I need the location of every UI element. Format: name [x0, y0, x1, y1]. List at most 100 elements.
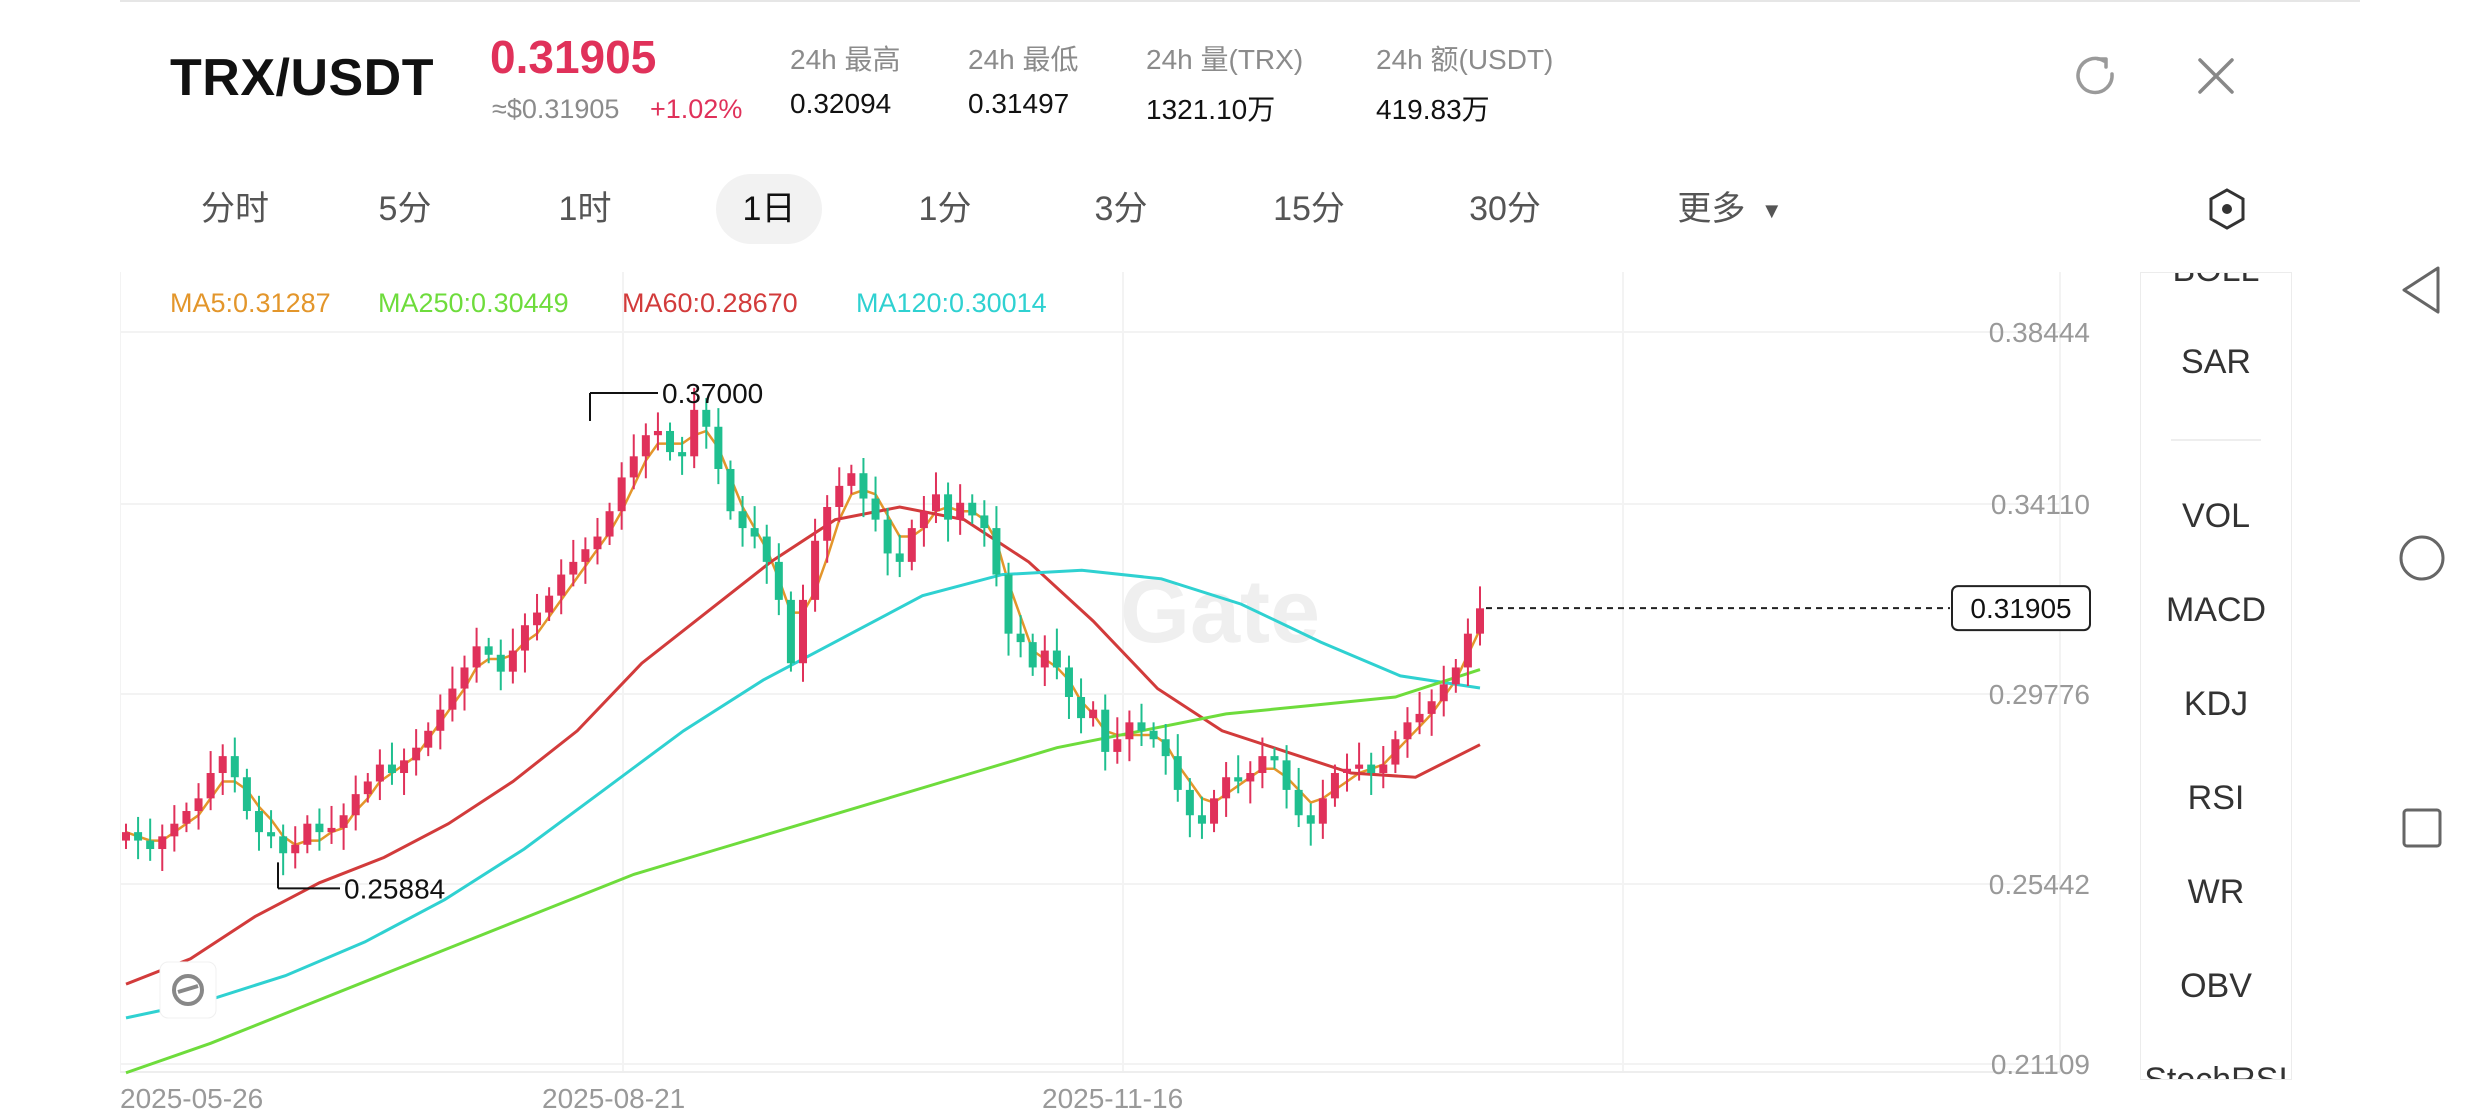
candle-body — [254, 811, 263, 833]
candle-body — [1258, 756, 1267, 774]
candle-body — [1016, 633, 1025, 643]
candle-body — [605, 511, 614, 537]
candle-body — [617, 477, 626, 512]
refresh-icon[interactable] — [2070, 50, 2122, 102]
candle-body — [1234, 777, 1243, 782]
high-price-marker: 0.37000 — [662, 378, 763, 409]
indicator-sar[interactable]: SAR — [2181, 343, 2251, 381]
candle-body — [956, 502, 965, 520]
candle-body — [968, 502, 977, 516]
tab-15m[interactable]: 15分 — [1273, 190, 1345, 228]
candle-body — [291, 844, 300, 854]
candle-body — [1367, 764, 1376, 774]
candle-body — [520, 625, 529, 651]
x-tick-label: 2025-08-21 — [542, 1083, 685, 1114]
tab-3m[interactable]: 3分 — [1094, 190, 1148, 228]
indicator-obv[interactable]: OBV — [2180, 967, 2252, 1005]
price-change-percent: +1.02% — [650, 94, 743, 124]
legend-entry: MA250:0.30449 — [378, 288, 569, 318]
stat-value: 419.83万 — [1376, 94, 1490, 125]
candle-body — [847, 473, 856, 486]
indicator-rsi[interactable]: RSI — [2187, 779, 2245, 817]
tab-1m[interactable]: 1分 — [918, 190, 972, 228]
candle-body — [774, 561, 783, 600]
stat-value: 0.32094 — [790, 88, 892, 119]
candle-body — [859, 473, 868, 499]
axes: 0.38444 0.34110 0.29776 0.25442 0.21109 2025-… — [120, 317, 2090, 1114]
tab-more[interactable]: 更多 ▼ — [1650, 174, 1810, 244]
candle-body — [122, 832, 130, 841]
candle-body — [267, 832, 276, 837]
candle-body — [1451, 667, 1460, 685]
recents-nav-icon[interactable] — [2400, 806, 2444, 850]
candle-body — [472, 646, 481, 668]
tradingview-logo-icon — [159, 961, 217, 1019]
candle-body — [1439, 684, 1448, 702]
candle-body — [799, 599, 807, 664]
candle-body — [871, 498, 880, 520]
candle-body — [1149, 730, 1158, 740]
candle-body — [1028, 642, 1037, 668]
ma-line-ma60 — [125, 505, 1481, 986]
candle-body — [992, 528, 1001, 575]
back-nav-icon[interactable] — [2396, 262, 2448, 318]
candle-body — [1089, 709, 1098, 719]
indicator-stochrsi[interactable]: StochRSI — [2144, 1061, 2288, 1080]
candle-body — [895, 553, 904, 562]
candle-body — [1222, 777, 1231, 799]
stat-24h-low: 24h 最低 0.31497 — [968, 38, 1079, 120]
candle-body — [303, 823, 312, 845]
candle-body — [1077, 697, 1086, 719]
tab-1d[interactable]: 1日 — [716, 174, 822, 244]
candle-body — [146, 840, 155, 850]
ma-legend: MA5:0.31287 MA250:0.30449 MA60:0.28670 MA12… — [170, 288, 1047, 318]
candle-body — [1355, 764, 1364, 769]
y-tick-label: 0.38444 — [1989, 317, 2090, 348]
hexagon-settings-icon[interactable] — [2203, 185, 2251, 233]
candle-body — [762, 536, 771, 562]
candle-body — [1004, 574, 1013, 634]
candle-body — [629, 456, 638, 478]
y-tick-label: 0.29776 — [1989, 679, 2090, 710]
candle-body — [158, 836, 167, 850]
indicator-kdj[interactable]: KDJ — [2183, 685, 2249, 723]
close-icon[interactable] — [2190, 50, 2242, 102]
indicator-wr[interactable]: WR — [2187, 873, 2245, 911]
tab-5m[interactable]: 5分 — [378, 190, 432, 228]
chart-grid — [120, 272, 2061, 1073]
stat-24h-volume: 24h 量(TRX) 1321.10万 — [1146, 38, 1303, 128]
candle-body — [387, 764, 396, 774]
current-price-tag — [1951, 585, 2091, 632]
indicator-vol[interactable]: VOL — [2181, 497, 2251, 535]
stat-value: 0.31497 — [968, 88, 1070, 119]
candle-body — [1137, 722, 1146, 731]
tab-1h[interactable]: 1时 — [558, 190, 612, 228]
home-nav-icon[interactable] — [2396, 532, 2448, 584]
candle-body — [460, 667, 469, 689]
candle-body — [1306, 815, 1315, 824]
stat-24h-turnover: 24h 额(USDT) 419.83万 — [1376, 38, 1553, 128]
price-markers: 0.37000 0.25884 0.31905 — [277, 378, 2091, 904]
candle-body — [1343, 768, 1352, 774]
candle-body — [1415, 713, 1424, 723]
candles — [122, 387, 1484, 876]
candle-body — [931, 494, 940, 512]
indicator-boll[interactable]: BOLL — [2141, 273, 2291, 290]
candle-body — [726, 468, 735, 512]
candle-body — [1391, 739, 1400, 765]
tab-30m[interactable]: 30分 — [1469, 190, 1541, 228]
candle-body — [484, 646, 493, 655]
candle-body — [1040, 650, 1049, 668]
candle-body — [508, 650, 517, 672]
candle-body — [182, 811, 191, 824]
candle-body — [279, 836, 288, 854]
candle-body — [170, 823, 179, 837]
stat-value: 1321.10万 — [1146, 94, 1276, 125]
candle-body — [714, 426, 723, 469]
tab-timeline[interactable]: 分时 — [201, 190, 269, 228]
candle-body — [653, 430, 662, 436]
candle-body — [242, 777, 251, 812]
indicator-macd[interactable]: MACD — [2165, 591, 2267, 629]
candle-body — [1463, 633, 1472, 668]
